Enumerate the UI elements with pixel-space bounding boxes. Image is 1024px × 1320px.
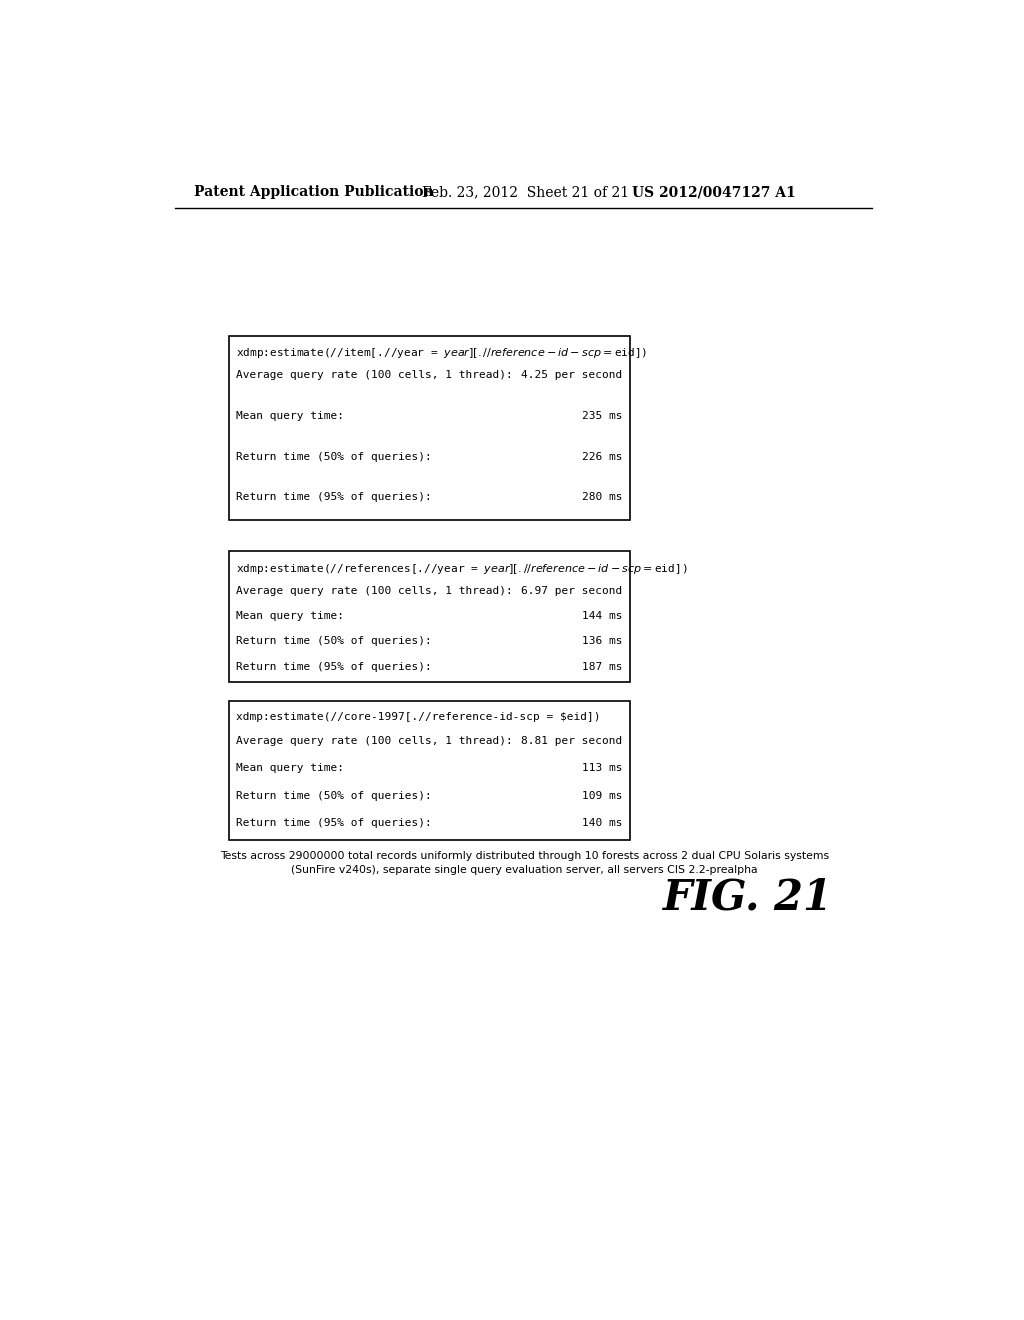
Bar [228,552,630,682]
Text: Mean query time:: Mean query time: [237,763,344,774]
Text: 144 ms: 144 ms [582,611,623,620]
Text: Tests across 29000000 total records uniformly distributed through 10 forests acr: Tests across 29000000 total records unif… [220,851,829,862]
Text: 109 ms: 109 ms [582,791,623,801]
Text: 8.81 per second: 8.81 per second [521,737,623,746]
Text: 113 ms: 113 ms [582,763,623,774]
Text: 4.25 per second: 4.25 per second [521,370,623,380]
Text: Average query rate (100 cells, 1 thread):: Average query rate (100 cells, 1 thread)… [237,737,513,746]
Text: Return time (50% of queries):: Return time (50% of queries): [237,451,432,462]
Text: Mean query time:: Mean query time: [237,411,344,421]
Text: xdmp:estimate(//references[.//year = $year][.//reference-id-scp = $eid]): xdmp:estimate(//references[.//year = $ye… [237,562,688,576]
Text: (SunFire v240s), separate single query evaluation server, all servers CIS 2.2-pr: (SunFire v240s), separate single query e… [292,866,758,875]
Text: Average query rate (100 cells, 1 thread):: Average query rate (100 cells, 1 thread)… [237,586,513,595]
Text: 136 ms: 136 ms [582,636,623,647]
Text: Mean query time:: Mean query time: [237,611,344,620]
Text: 6.97 per second: 6.97 per second [521,586,623,595]
Text: xdmp:estimate(//item[.//year = $year][.//reference-id-scp = $eid]): xdmp:estimate(//item[.//year = $year][./… [237,346,648,360]
Text: Return time (50% of queries):: Return time (50% of queries): [237,636,432,647]
Text: Return time (95% of queries):: Return time (95% of queries): [237,818,432,829]
Text: xdmp:estimate(//core-1997[.//reference-id-scp = $eid]): xdmp:estimate(//core-1997[.//reference-i… [237,711,601,722]
Text: Return time (95% of queries):: Return time (95% of queries): [237,492,432,502]
Bar [228,701,630,840]
Text: Average query rate (100 cells, 1 thread):: Average query rate (100 cells, 1 thread)… [237,370,513,380]
Text: Return time (95% of queries):: Return time (95% of queries): [237,661,432,672]
Bar [228,335,630,520]
Text: Feb. 23, 2012  Sheet 21 of 21: Feb. 23, 2012 Sheet 21 of 21 [423,185,630,199]
Text: 140 ms: 140 ms [582,818,623,829]
Text: Patent Application Publication: Patent Application Publication [194,185,433,199]
Text: 226 ms: 226 ms [582,451,623,462]
Text: FIG. 21: FIG. 21 [663,876,833,919]
Text: 187 ms: 187 ms [582,661,623,672]
Text: 235 ms: 235 ms [582,411,623,421]
Text: 280 ms: 280 ms [582,492,623,502]
Text: Return time (50% of queries):: Return time (50% of queries): [237,791,432,801]
Text: US 2012/0047127 A1: US 2012/0047127 A1 [632,185,796,199]
